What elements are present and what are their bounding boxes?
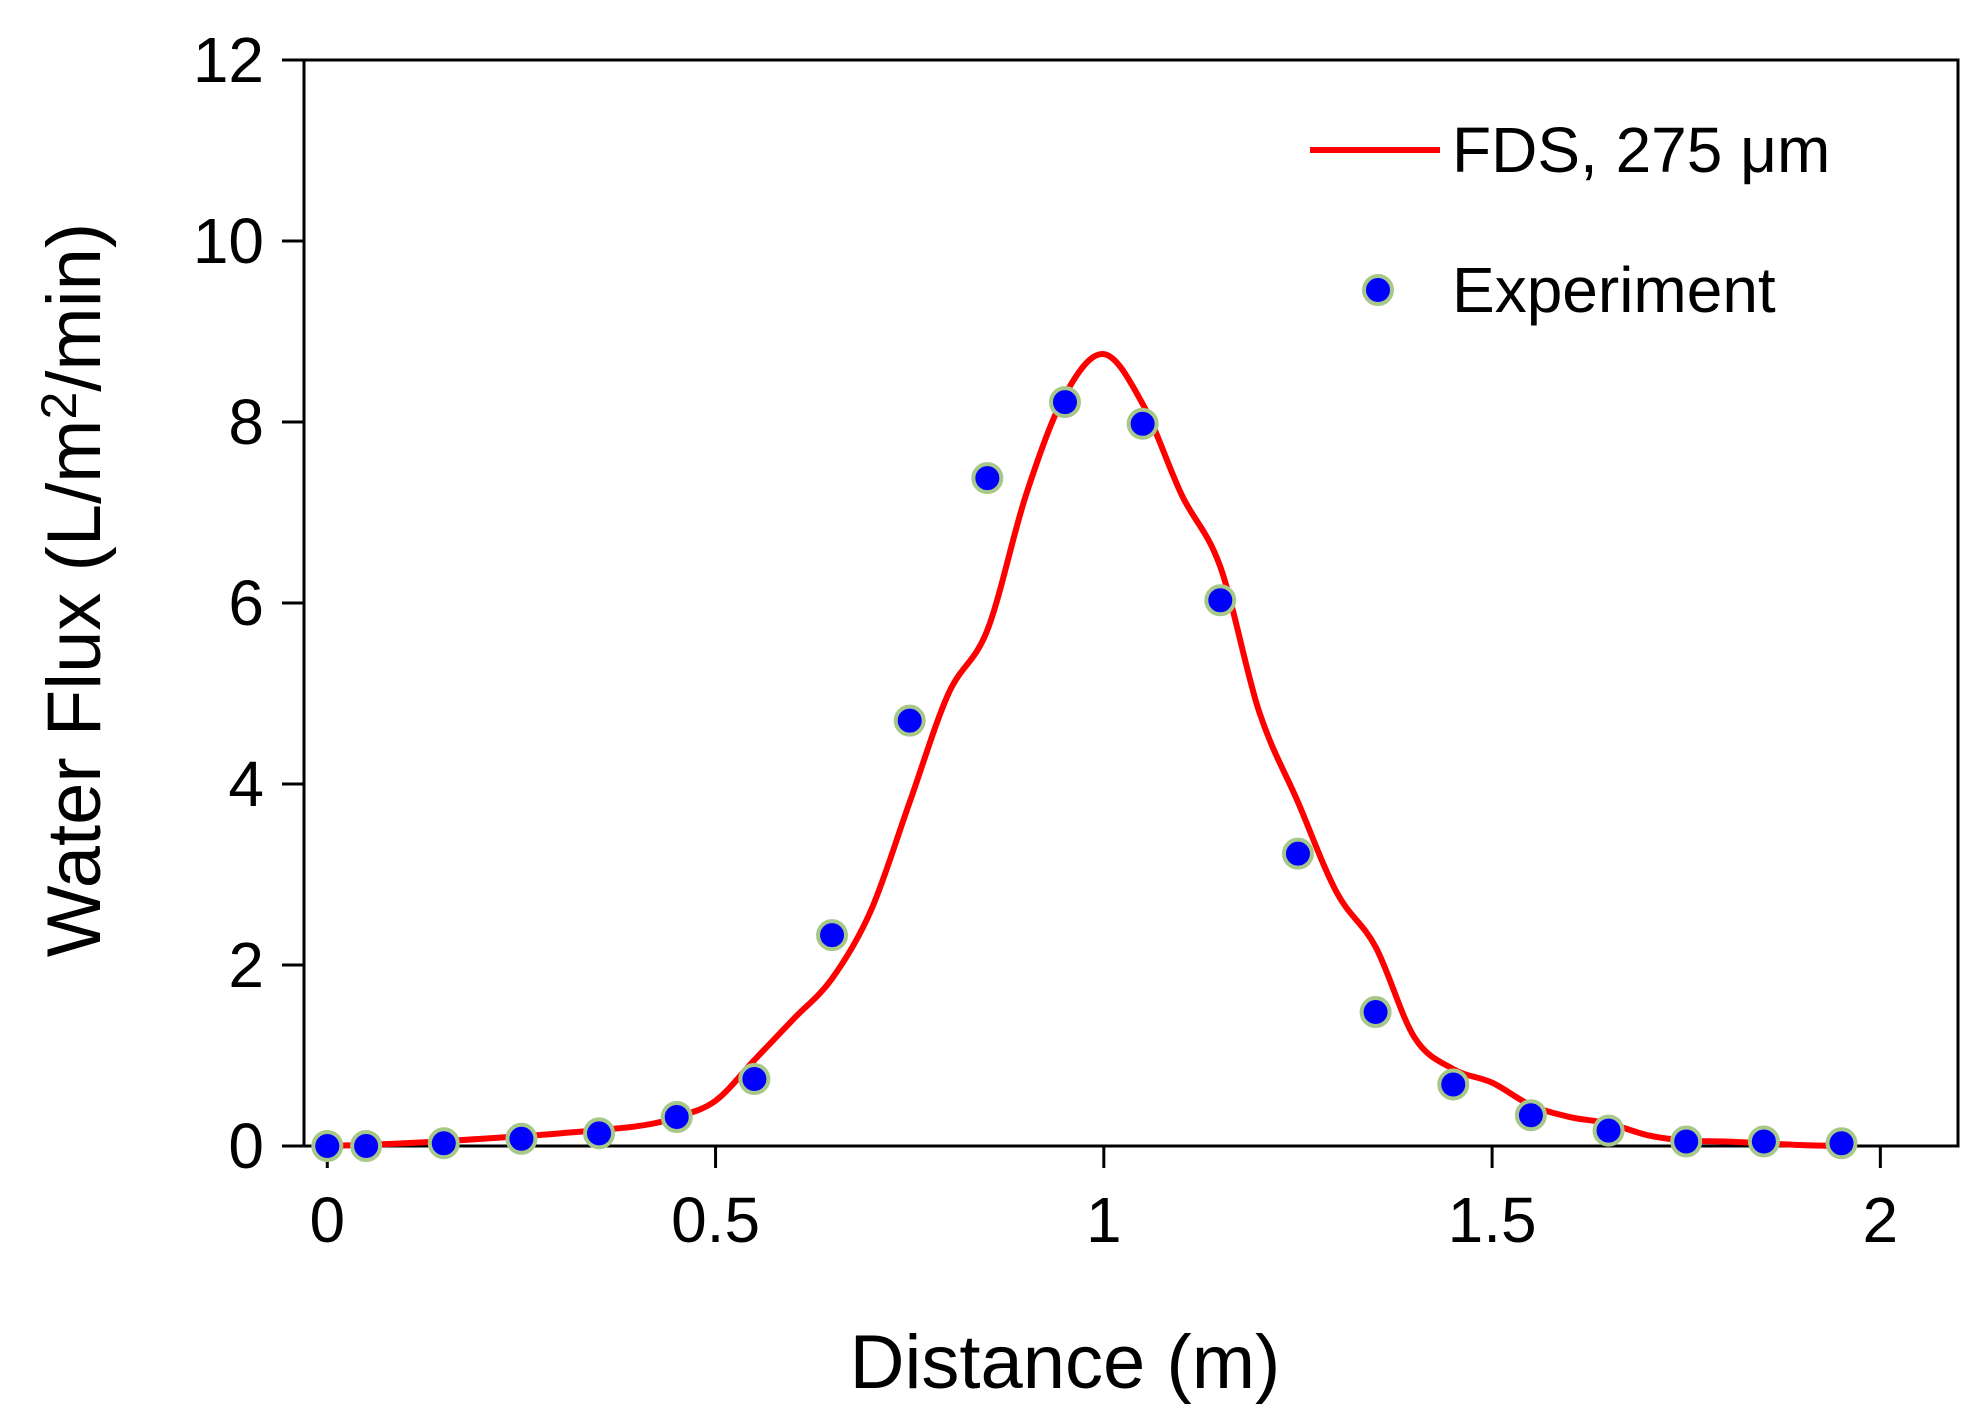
experiment-point <box>311 1130 344 1162</box>
x-tick-label: 0 <box>309 1184 345 1256</box>
fds-line-series <box>324 351 1845 1149</box>
experiment-point <box>1281 837 1314 870</box>
x-axis-title: Distance (m) <box>850 1320 1281 1405</box>
legend-label-experiment: Experiment <box>1452 254 1776 326</box>
experiment-point <box>1048 386 1081 419</box>
experiment-point <box>427 1127 460 1160</box>
y-axis-title-superscript: 2 <box>31 392 87 420</box>
y-axis-title-end: /min) <box>32 223 117 392</box>
y-tick-label: 4 <box>228 748 264 820</box>
legend-label-fds: FDS, 275 μm <box>1452 114 1830 186</box>
experiment-point <box>971 462 1004 495</box>
experiment-point <box>505 1122 538 1155</box>
experiment-point-series <box>311 386 1858 1162</box>
experiment-point <box>660 1101 693 1134</box>
y-axis-title-main: Water Flux (L/m <box>32 420 117 958</box>
experiment-point <box>1204 584 1237 617</box>
axes <box>302 58 1960 1148</box>
x-tick-label: 0.5 <box>671 1184 760 1256</box>
experiment-point <box>1825 1127 1858 1160</box>
experiment-point <box>583 1117 616 1150</box>
experiment-point <box>816 919 849 952</box>
experiment-point <box>1359 996 1392 1029</box>
y-tick-label: 2 <box>228 929 264 1001</box>
plot-frame <box>302 58 1960 1148</box>
x-tick-label: 2 <box>1863 1184 1899 1256</box>
x-tick-label: 1.5 <box>1448 1184 1537 1256</box>
experiment-point <box>738 1063 771 1096</box>
legend: FDS, 275 μm Experiment <box>1310 114 1830 326</box>
experiment-point <box>1592 1114 1625 1147</box>
experiment-point <box>350 1130 383 1162</box>
experiment-point <box>1126 407 1159 440</box>
y-tick-label: 8 <box>228 386 264 458</box>
experiment-point <box>893 704 926 737</box>
fds-line <box>324 351 1845 1149</box>
experiment-point <box>1670 1125 1703 1158</box>
x-tick-label: 1 <box>1086 1184 1122 1256</box>
experiment-point <box>1514 1099 1547 1132</box>
y-tick-label: 6 <box>228 567 264 639</box>
ticks: 0 2 4 6 8 10 12 0 0.5 1 1.5 2 <box>193 24 1898 1256</box>
y-tick-label: 0 <box>228 1110 264 1182</box>
y-tick-label: 12 <box>193 24 264 96</box>
y-tick-label: 10 <box>193 205 264 277</box>
experiment-point <box>1747 1125 1780 1158</box>
legend-marker-swatch <box>1362 274 1394 306</box>
experiment-point <box>1437 1068 1470 1101</box>
y-axis-title: Water Flux (L/m2/min) <box>31 223 117 957</box>
